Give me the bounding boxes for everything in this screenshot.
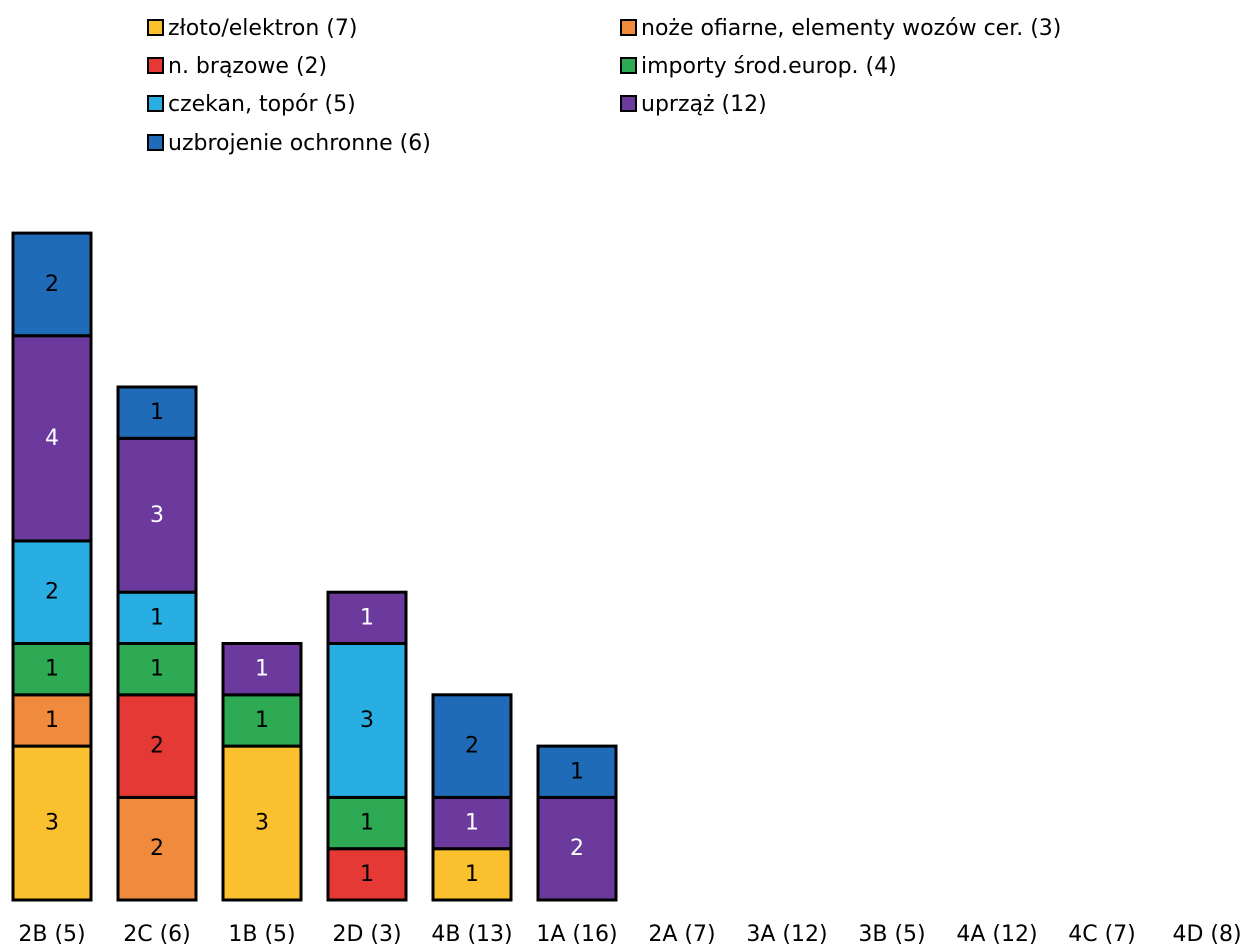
data-label: 2 xyxy=(45,580,59,605)
legend-item-zloto-elektron-7: złoto/elektron (7) xyxy=(147,16,357,41)
x-tick-label: 3A (12) xyxy=(746,922,827,947)
legend-label: czekan, topór (5) xyxy=(168,92,356,117)
x-tick-label: 4B (13) xyxy=(431,922,512,947)
bar-segment-uzbrojenie-ochronne-6 xyxy=(116,385,198,440)
legend-label: n. brązowe (2) xyxy=(168,54,327,79)
legend-swatch xyxy=(147,95,164,112)
data-label: 1 xyxy=(45,708,59,733)
bar-segment-uzbrojenie-ochronne-6 xyxy=(431,693,513,799)
legend-item-noze-ofiarne-elementy-wozow-cer-3: noże ofiarne, elementy wozów cer. (3) xyxy=(620,16,1061,41)
legend-swatch xyxy=(620,19,637,36)
legend-label: uzbrojenie ochronne (6) xyxy=(168,131,431,156)
data-label: 3 xyxy=(45,811,59,836)
bar-2b-5: 3 1 1 2 4 2 xyxy=(11,231,93,902)
data-label: 2 xyxy=(570,836,584,861)
bar-segment-zloto-elektron-7 xyxy=(431,847,513,902)
bar-4b-13: 1 1 2 xyxy=(431,693,513,902)
legend-swatch xyxy=(147,134,164,151)
bar-segment-importy-srod-europ-4 xyxy=(326,795,408,851)
legend-swatch xyxy=(620,57,637,74)
bar-segment-importy-srod-europ-4 xyxy=(116,642,198,697)
data-label: 2 xyxy=(45,272,59,297)
bar-segment-zloto-elektron-7 xyxy=(221,744,303,902)
x-tick-label: 2B (5) xyxy=(18,922,85,947)
bar-segment-noze-ofiarne-elementy-wozow-cer-3 xyxy=(116,795,198,902)
data-label: 1 xyxy=(360,811,374,836)
bar-segment-uprzaz-12 xyxy=(221,642,303,697)
legend-item-uprzaz-12: uprząż (12) xyxy=(620,92,767,117)
data-label: 1 xyxy=(150,400,164,425)
data-label: 1 xyxy=(150,657,164,682)
legend-label: noże ofiarne, elementy wozów cer. (3) xyxy=(641,16,1061,41)
bar-segment-uprzaz-12 xyxy=(536,795,618,902)
x-tick-label: 2A (7) xyxy=(648,922,715,947)
x-tick-label: 1A (16) xyxy=(536,922,617,947)
data-label: 1 xyxy=(45,657,59,682)
x-axis-ticks: 2B (5) 2C (6) 1B (5) 2D (3) 4B (13) 1A (16) 2A… xyxy=(18,922,1241,947)
bar-segment-czekan-topor-5 xyxy=(326,642,408,799)
legend-label: uprząż (12) xyxy=(641,92,767,117)
data-label: 3 xyxy=(255,811,269,836)
legend: złoto/elektron (7) n. brązowe (2) czekan, … xyxy=(147,16,1061,156)
bar-segment-n-brazowe-2 xyxy=(116,693,198,799)
legend-item-importy-srod-europ-4: importy środ.europ. (4) xyxy=(620,54,897,79)
bar-2d-3: 1 1 3 1 xyxy=(326,590,408,902)
bar-2c-6: 2 2 1 1 3 1 xyxy=(116,385,198,902)
data-label: 1 xyxy=(465,811,479,836)
bar-segment-uprzaz-12 xyxy=(116,436,198,594)
data-label: 1 xyxy=(360,862,374,887)
bar-segment-czekan-topor-5 xyxy=(116,590,198,646)
legend-item-n-brazowe-2: n. brązowe (2) xyxy=(147,54,327,79)
x-tick-label: 4C (7) xyxy=(1068,922,1136,947)
x-tick-label: 4A (12) xyxy=(956,922,1037,947)
data-label: 3 xyxy=(150,503,164,528)
bar-segment-uzbrojenie-ochronne-6 xyxy=(536,744,618,799)
legend-swatch xyxy=(620,95,637,112)
legend-item-uzbrojenie-ochronne-6: uzbrojenie ochronne (6) xyxy=(147,131,431,156)
data-label: 1 xyxy=(360,605,374,630)
bar-segment-uzbrojenie-ochronne-6 xyxy=(11,231,93,338)
legend-item-czekan-topor-5: czekan, topór (5) xyxy=(147,92,356,117)
x-tick-label: 3B (5) xyxy=(858,922,925,947)
data-label: 1 xyxy=(150,605,164,630)
data-label: 1 xyxy=(255,657,269,682)
bar-1b-5: 3 1 1 xyxy=(221,642,303,902)
bar-segment-noze-ofiarne-elementy-wozow-cer-3 xyxy=(11,693,93,748)
x-tick-label: 2D (3) xyxy=(332,922,401,947)
bar-segment-uprzaz-12 xyxy=(326,590,408,646)
data-label: 2 xyxy=(150,836,164,861)
data-label: 1 xyxy=(255,708,269,733)
x-tick-label: 1B (5) xyxy=(228,922,295,947)
legend-swatch xyxy=(147,19,164,36)
x-tick-label: 4D (8) xyxy=(1172,922,1241,947)
x-tick-label: 2C (6) xyxy=(123,922,191,947)
data-label: 2 xyxy=(465,734,479,759)
bar-1a-16: 21 xyxy=(536,744,618,902)
data-label: 3 xyxy=(360,708,374,733)
data-label: 2 xyxy=(150,734,164,759)
legend-swatch xyxy=(147,57,164,74)
legend-label: importy środ.europ. (4) xyxy=(641,54,897,79)
data-label: 4 xyxy=(45,426,59,451)
bar-segment-czekan-topor-5 xyxy=(11,539,93,646)
legend-label: złoto/elektron (7) xyxy=(168,16,357,41)
data-label: 1 xyxy=(465,862,479,887)
data-label: 1 xyxy=(570,759,584,784)
bar-segment-zloto-elektron-7 xyxy=(11,744,93,902)
bar-segment-uprzaz-12 xyxy=(11,334,93,543)
